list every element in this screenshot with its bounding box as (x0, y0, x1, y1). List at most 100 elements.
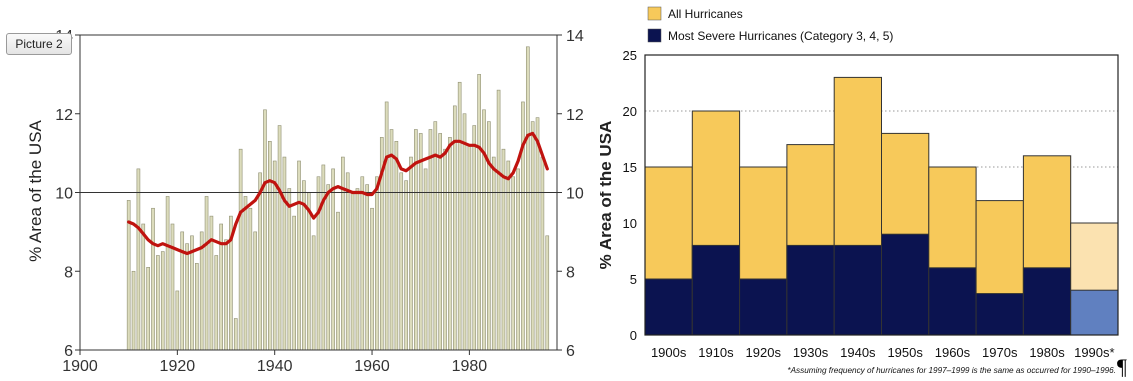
annual-bar (545, 235, 550, 351)
x-tick-label: 1940 (257, 358, 293, 375)
x-category-label: 1950s (887, 345, 923, 360)
severe-hurricanes-bar (739, 278, 788, 336)
annual-bar (263, 109, 267, 351)
annual-bar (428, 129, 433, 351)
y-tick-label: 10 (623, 216, 637, 231)
annual-bar (341, 156, 345, 351)
annual-bar (258, 172, 262, 351)
x-category-label: 1940s (840, 345, 876, 360)
x-tick-label: 1920 (160, 358, 196, 375)
severe-hurricanes-bar (1070, 289, 1119, 336)
annual-bar (195, 263, 199, 351)
severe-hurricanes-bar (1022, 267, 1072, 336)
plot-frame (644, 54, 1119, 336)
annual-bar (141, 223, 146, 351)
annual-bar (360, 176, 365, 351)
right-y-tick-label: 14 (566, 28, 584, 45)
severe-hurricanes-bar (881, 233, 930, 336)
annual-bar (233, 318, 238, 351)
legend-label: All Hurricanes (668, 7, 743, 21)
right-y-tick-label: 6 (566, 343, 575, 360)
y-tick-label: 6 (64, 343, 73, 360)
annual-bar (355, 188, 360, 351)
y-tick-label: 20 (623, 104, 637, 119)
x-category-label: 1900s (651, 345, 687, 360)
annual-bar (530, 121, 535, 351)
annual-bar (375, 176, 379, 351)
annual-bar (243, 196, 248, 351)
annual-bar (272, 160, 277, 351)
area-percentage-chart: % Area of the USA 6688101012121414190019… (26, 28, 584, 375)
annual-bar (399, 172, 404, 351)
legend-swatch (647, 28, 662, 43)
x-category-label: 1960s (935, 345, 971, 360)
annual-bar (457, 81, 462, 351)
annual-bar (345, 172, 350, 351)
picture-label-button[interactable]: Picture 2 (6, 33, 72, 55)
annual-bar (487, 121, 491, 351)
y-tick-label: 15 (623, 160, 637, 175)
annual-bar (511, 176, 516, 351)
annual-bar (185, 243, 189, 351)
annual-bar (482, 109, 486, 351)
annual-bar (477, 74, 481, 351)
annual-bar (350, 192, 355, 351)
annual-bar (160, 251, 165, 351)
annual-bar (389, 129, 394, 351)
annual-bar (496, 89, 501, 351)
x-category-label: 1910s (698, 345, 734, 360)
annual-bar (535, 117, 540, 351)
annual-bar (443, 148, 447, 351)
annual-bar (506, 160, 511, 351)
right-y-axis-label: % Area of the USA (600, 121, 615, 270)
x-tick-label: 1980 (452, 358, 488, 375)
annual-bar (224, 239, 228, 351)
x-category-label: 1970s (982, 345, 1018, 360)
annual-bar (370, 207, 374, 351)
annual-bar (409, 156, 413, 351)
y-tick-label: 8 (64, 264, 73, 281)
hurricane-decade-chart: % Area of the USA *Assuming frequency of… (600, 6, 1119, 375)
annual-bar (462, 113, 467, 351)
x-category-label: 1930s (793, 345, 829, 360)
annual-bar (521, 101, 525, 351)
severe-hurricanes-bar (644, 278, 693, 336)
annual-bar (156, 255, 160, 351)
annual-bar (306, 192, 311, 351)
y-tick-label: 12 (55, 107, 73, 124)
severe-hurricanes-bar (833, 244, 882, 336)
annual-bar (277, 125, 282, 351)
annual-bar (268, 141, 272, 351)
annual-bar (516, 168, 520, 351)
annual-bar (287, 188, 292, 351)
annual-bar (248, 207, 253, 351)
annual-bar (131, 270, 136, 351)
annual-bar (282, 156, 287, 351)
severe-hurricanes-bar (691, 244, 741, 336)
annual-bar (384, 101, 389, 351)
annual-bar (292, 215, 296, 351)
annual-bar (146, 267, 150, 351)
annual-bar (311, 235, 316, 351)
x-tick-label: 1900 (62, 358, 98, 375)
y-tick-label: 0 (630, 328, 637, 343)
severe-hurricanes-bar (786, 244, 835, 336)
annual-bar (175, 290, 180, 351)
right-y-tick-label: 10 (566, 186, 584, 203)
pilcrow-mark: ¶ (1117, 354, 1127, 379)
x-category-label: 1990s* (1074, 345, 1114, 360)
y-tick-label: 10 (55, 186, 73, 203)
severe-hurricanes-bar (975, 293, 1024, 336)
x-category-label: 1980s (1029, 345, 1065, 360)
annual-bar (467, 144, 472, 351)
annual-bar (472, 125, 477, 351)
annual-bar (214, 255, 219, 351)
annual-bar (501, 148, 506, 351)
annual-bar (316, 176, 321, 351)
x-category-label: 1920s (746, 345, 782, 360)
footnote: *Assuming frequency of hurricanes for 19… (787, 366, 1116, 375)
annual-bar (204, 196, 209, 351)
x-tick-label: 1960 (354, 358, 390, 375)
annual-bar (418, 133, 423, 351)
